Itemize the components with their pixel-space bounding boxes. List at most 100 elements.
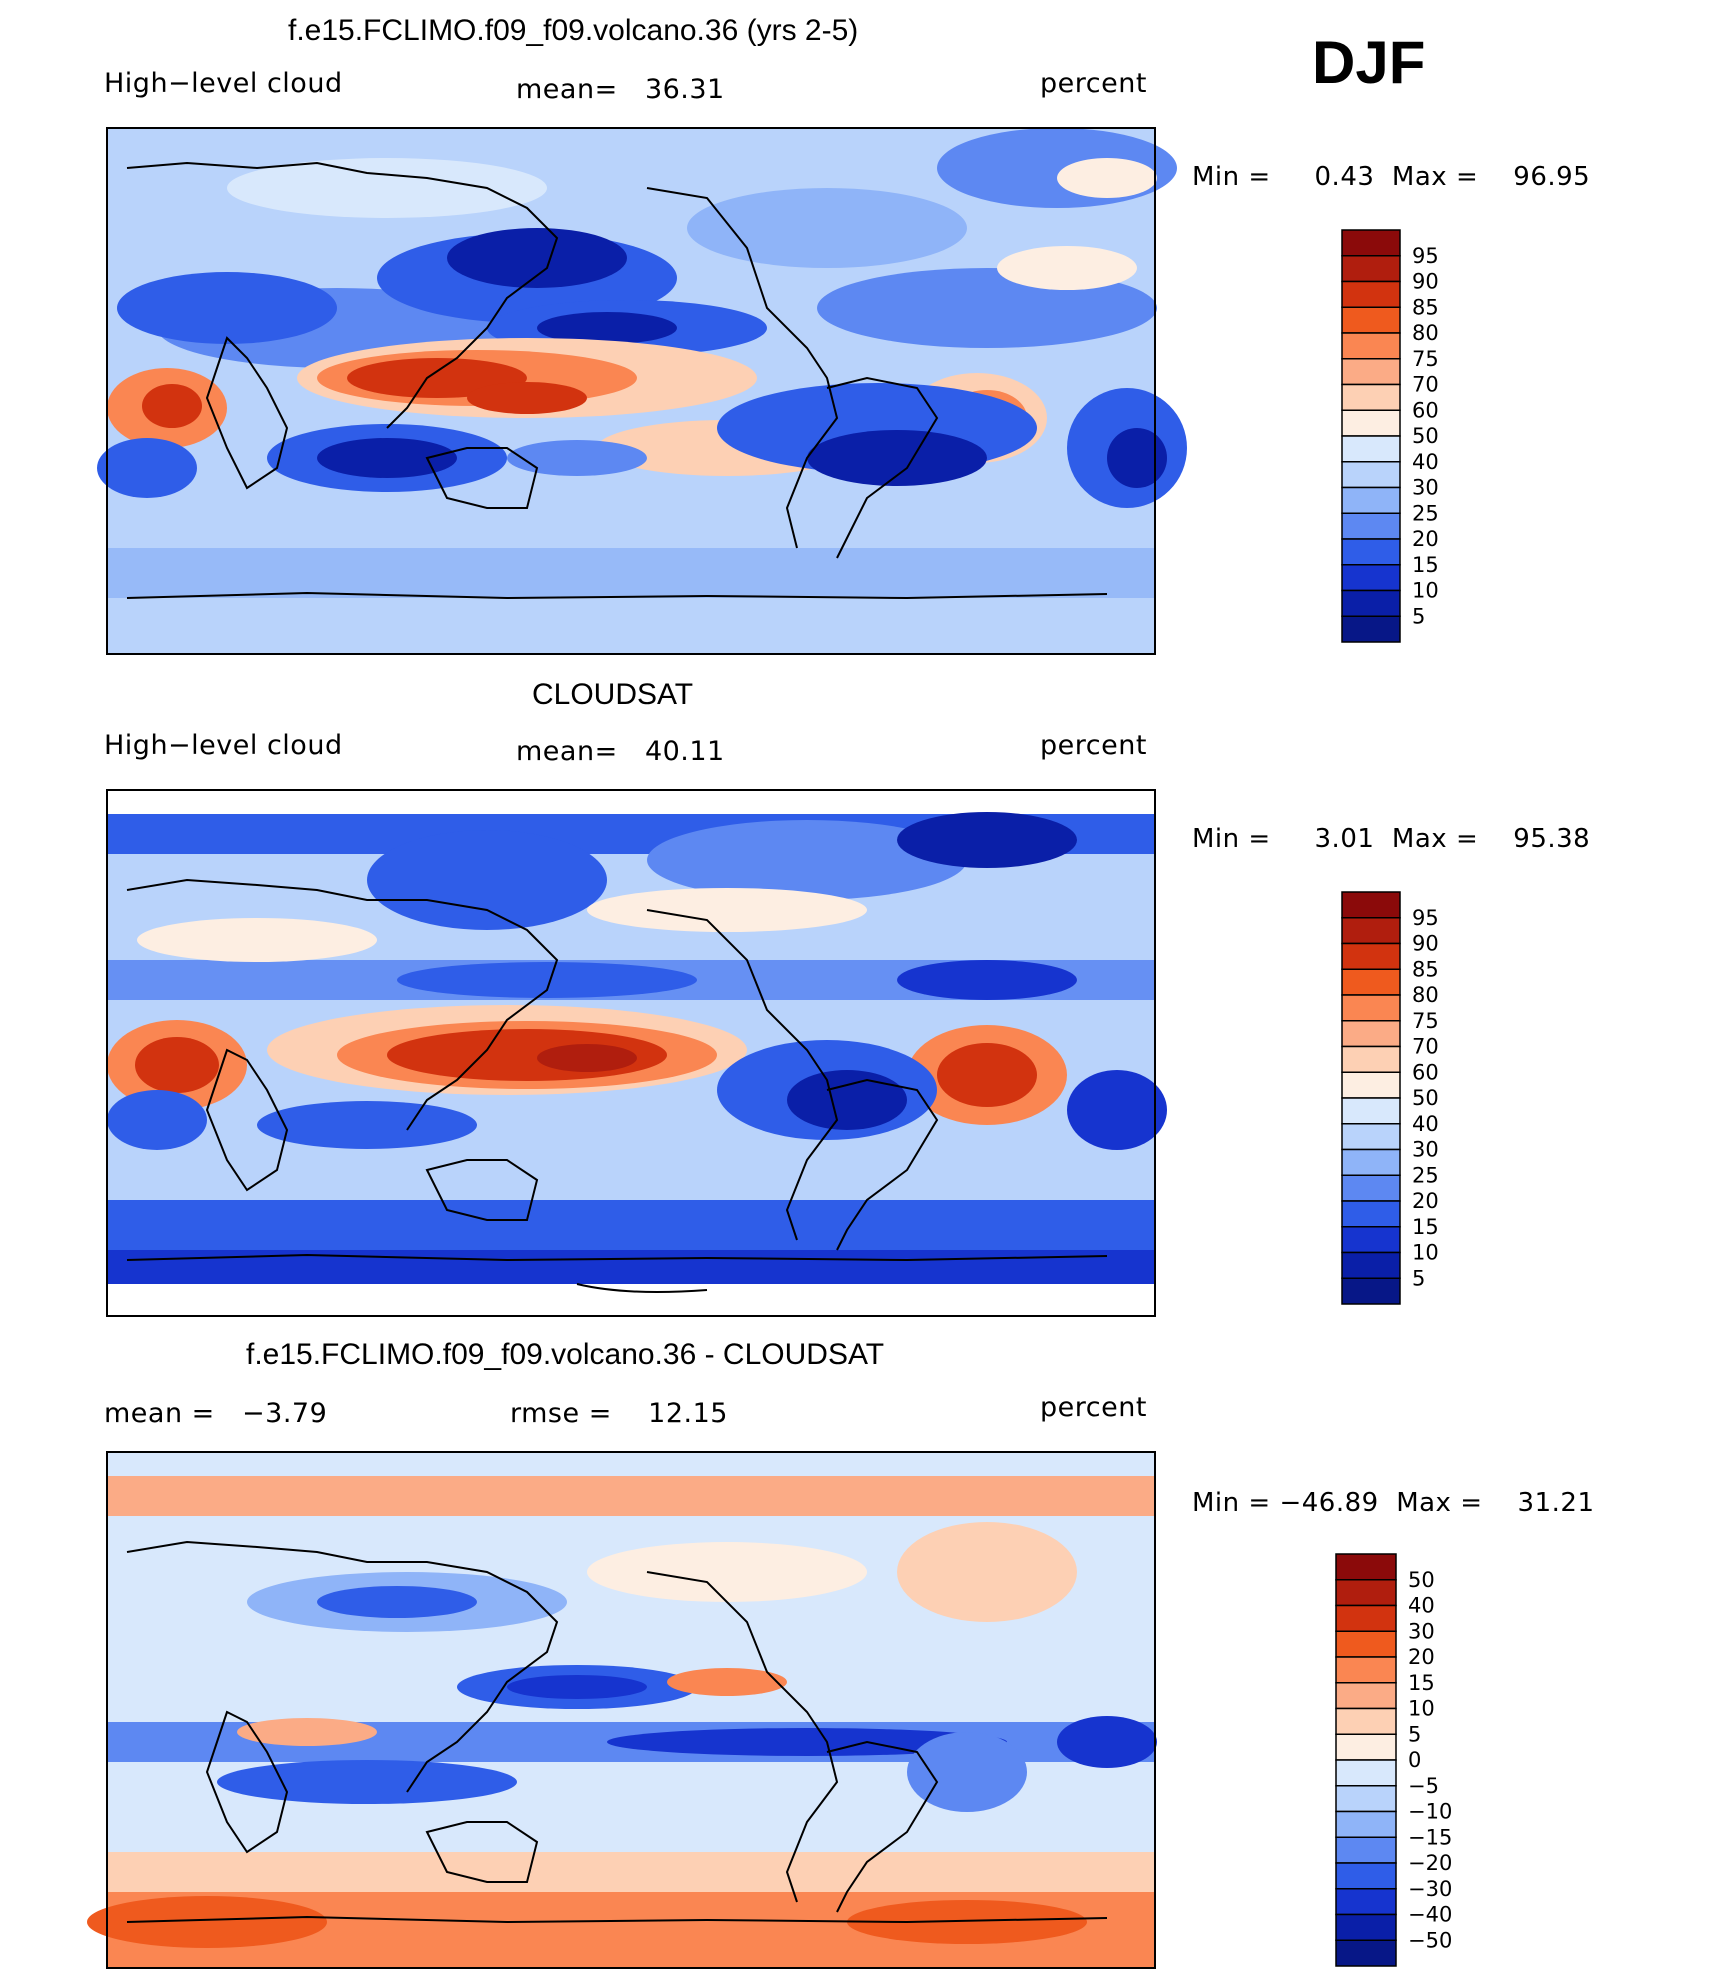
colorbar-tick-label: −10	[1408, 1800, 1452, 1824]
colorbar-swatch	[1341, 891, 1401, 919]
colorbar-swatch	[1341, 538, 1401, 566]
panel-1-mean-label: mean= 36.31	[516, 74, 725, 105]
colorbar-swatch	[1341, 435, 1401, 463]
colorbar-swatch	[1335, 1579, 1397, 1607]
panel-3-colorbar-swatches	[1335, 1553, 1397, 1967]
colorbar-tick-label: 25	[1412, 1163, 1439, 1187]
colorbar-tick-label: 5	[1412, 604, 1425, 628]
colorbar-tick-label: −40	[1408, 1903, 1452, 1927]
colorbar-tick-label: 90	[1412, 270, 1439, 294]
colorbar-swatch	[1341, 1097, 1401, 1125]
colorbar-tick-label: 15	[1412, 553, 1439, 577]
colorbar-swatch	[1335, 1836, 1397, 1864]
colorbar-tick-label: 30	[1412, 476, 1439, 500]
panel-2-map	[106, 789, 1167, 1317]
colorbar-tick-label: 80	[1412, 321, 1439, 345]
colorbar-swatch	[1341, 229, 1401, 257]
colorbar-tick-label: 50	[1412, 1086, 1439, 1110]
colorbar-swatch	[1341, 1045, 1401, 1073]
panel-2-variable-label: High−level cloud	[104, 730, 343, 761]
season-label: DJF	[1312, 29, 1426, 96]
colorbar-swatch	[1341, 589, 1401, 617]
colorbar-tick-label: 10	[1408, 1697, 1435, 1721]
colorbar-swatch	[1341, 1071, 1401, 1099]
colorbar-tick-label: 5	[1412, 1266, 1425, 1290]
colorbar-tick-label: 90	[1412, 932, 1439, 956]
colorbar-swatch	[1341, 1020, 1401, 1048]
colorbar-tick-label: 75	[1412, 347, 1439, 371]
colorbar-tick-label: 70	[1412, 1035, 1439, 1059]
colorbar-tick-label: 20	[1412, 527, 1439, 551]
colorbar-swatch	[1341, 486, 1401, 514]
colorbar-swatch	[1341, 615, 1401, 643]
panel-2-title: CLOUDSAT	[532, 678, 694, 711]
colorbar-swatch	[1335, 1630, 1397, 1658]
panel-2-colorbar-swatches	[1341, 891, 1401, 1305]
colorbar-tick-label: 25	[1412, 501, 1439, 525]
colorbar-swatch	[1341, 409, 1401, 437]
colorbar-swatch	[1341, 1277, 1401, 1305]
colorbar-tick-label: 15	[1412, 1215, 1439, 1239]
colorbar-swatch	[1341, 564, 1401, 592]
panel-1-colorbar-swatches	[1341, 229, 1401, 643]
panel-3-minmax: Min = −46.89 Max = 31.21	[1192, 1488, 1595, 1518]
colorbar-swatch	[1335, 1939, 1397, 1967]
colorbar-swatch	[1341, 994, 1401, 1022]
colorbar-swatch	[1341, 358, 1401, 386]
colorbar-tick-label: 20	[1412, 1189, 1439, 1213]
colorbar-tick-label: −15	[1408, 1825, 1452, 1849]
colorbar-tick-label: 40	[1412, 1112, 1439, 1136]
colorbar-swatch	[1335, 1604, 1397, 1632]
colorbar-swatch	[1341, 917, 1401, 945]
colorbar-swatch	[1341, 255, 1401, 283]
panel-1-units-label: percent	[1040, 68, 1147, 99]
colorbar-swatch	[1335, 1913, 1397, 1941]
colorbar-swatch	[1335, 1785, 1397, 1813]
panel-1-map	[97, 127, 1187, 655]
colorbar-tick-label: 10	[1412, 1241, 1439, 1265]
colorbar-swatch	[1335, 1553, 1397, 1581]
colorbar-swatch	[1341, 1123, 1401, 1151]
colorbar-tick-label: 85	[1412, 295, 1439, 319]
panel-2-minmax: Min = 3.01 Max = 95.38	[1192, 824, 1591, 854]
panel-3-rmse-label: rmse = 12.15	[510, 1398, 728, 1429]
colorbar-swatch	[1341, 383, 1401, 411]
colorbar-tick-label: −5	[1408, 1774, 1439, 1798]
colorbar-tick-label: 60	[1412, 398, 1439, 422]
colorbar-swatch	[1341, 461, 1401, 489]
colorbar-swatch	[1341, 942, 1401, 970]
panel-2-mean-label: mean= 40.11	[516, 736, 725, 767]
colorbar-tick-label: 85	[1412, 957, 1439, 981]
colorbar-swatch	[1335, 1733, 1397, 1761]
colorbar-tick-label: 95	[1412, 244, 1439, 268]
colorbar-swatch	[1335, 1862, 1397, 1890]
colorbar-tick-label: 5	[1408, 1722, 1421, 1746]
colorbar-swatch	[1341, 332, 1401, 360]
colorbar-tick-label: 30	[1412, 1138, 1439, 1162]
colorbar-swatch	[1335, 1888, 1397, 1916]
colorbar-swatch	[1341, 1251, 1401, 1279]
colorbar-swatch	[1341, 512, 1401, 540]
panel-1-minmax: Min = 0.43 Max = 96.95	[1192, 162, 1591, 192]
colorbar-tick-label: 75	[1412, 1009, 1439, 1033]
colorbar-swatch	[1341, 280, 1401, 308]
colorbar-tick-label: 95	[1412, 906, 1439, 930]
colorbar-tick-label: 15	[1408, 1671, 1435, 1695]
colorbar-tick-label: 10	[1412, 579, 1439, 603]
panel-3-units-label: percent	[1040, 1392, 1147, 1423]
colorbar-tick-label: 60	[1412, 1060, 1439, 1084]
colorbar-swatch	[1335, 1707, 1397, 1735]
colorbar-swatch	[1335, 1656, 1397, 1684]
colorbar-tick-label: 50	[1412, 424, 1439, 448]
colorbar-tick-label: 70	[1412, 373, 1439, 397]
colorbar-swatch	[1341, 306, 1401, 334]
panel-2-units-label: percent	[1040, 730, 1147, 761]
colorbar-tick-label: 40	[1408, 1594, 1435, 1618]
colorbar-tick-label: −50	[1408, 1928, 1452, 1952]
